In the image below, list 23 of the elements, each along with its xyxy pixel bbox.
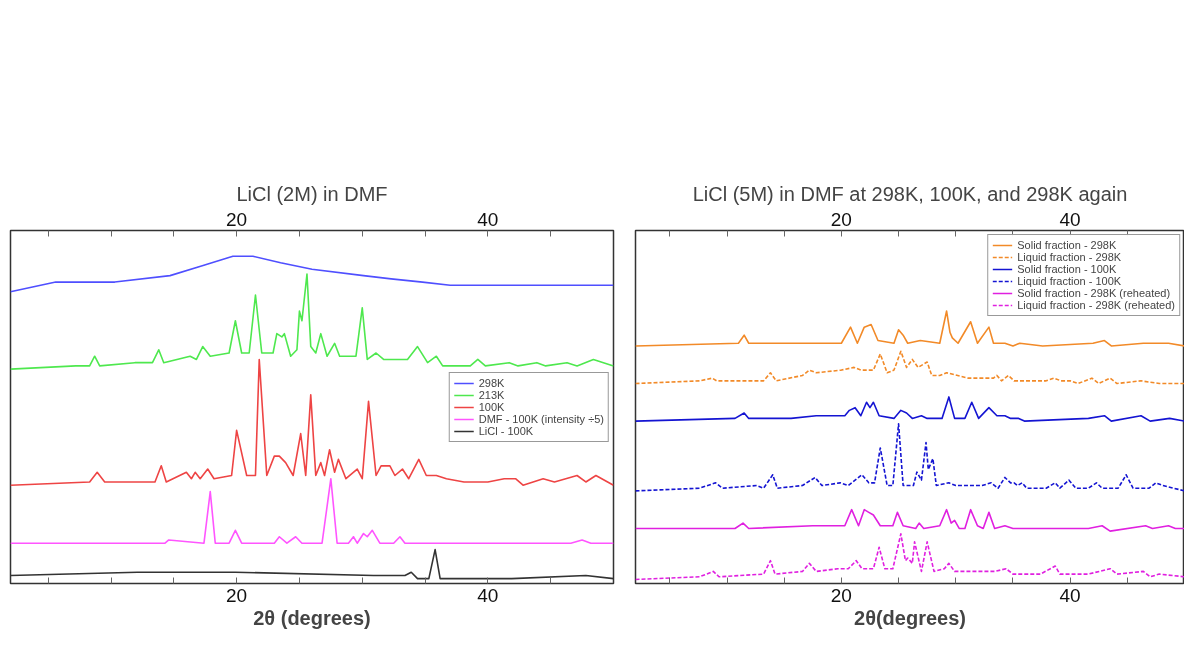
- legend-label: Solid fraction - 298K (reheated): [1017, 287, 1171, 299]
- x-axis-title: 2θ (degrees): [253, 606, 371, 629]
- legend-label: Liquid fraction - 100K: [1017, 275, 1122, 287]
- chart-title: LiCl (5M) in DMF at 298K, 100K, and 298K again: [692, 182, 1128, 205]
- legend-label: Liquid fraction - 298K (reheated): [1017, 299, 1175, 311]
- legend-label: DMF - 100K (intensity ÷5): [478, 412, 604, 425]
- x2-tick-label: 20: [830, 584, 852, 606]
- x2-tick-label: 20: [226, 584, 248, 606]
- legend-label: Solid fraction - 100K: [1017, 263, 1117, 275]
- x-axis-title: 2θ(degrees): [854, 606, 966, 629]
- x2-tick-label: 40: [1059, 584, 1081, 606]
- legend-label: 298K: [478, 376, 505, 389]
- x-tick-label: 20: [226, 208, 248, 230]
- legend-label: 213K: [478, 388, 505, 401]
- legend-label: LiCl - 100K: [478, 424, 534, 437]
- chart-title: LiCl (2M) in DMF: [236, 182, 388, 205]
- x-tick-label: 40: [477, 208, 499, 230]
- legend-label: 100K: [478, 400, 505, 413]
- legend-label: Solid fraction - 298K: [1017, 239, 1117, 251]
- legend-label: Liquid fraction - 298K: [1017, 251, 1122, 263]
- x2-tick-label: 40: [477, 584, 499, 606]
- x-tick-label: 20: [830, 208, 852, 230]
- x-tick-label: 40: [1059, 208, 1081, 230]
